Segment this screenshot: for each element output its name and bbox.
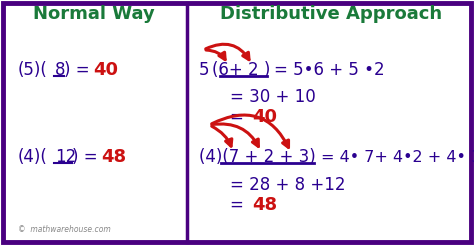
- Text: 40: 40: [93, 61, 118, 79]
- Text: ) =: ) =: [64, 61, 95, 79]
- Text: = 5•6 + 5 •2: = 5•6 + 5 •2: [274, 61, 385, 79]
- Text: 48: 48: [252, 196, 277, 214]
- Text: (6+ 2 ): (6+ 2 ): [212, 61, 271, 79]
- Text: 48: 48: [101, 148, 126, 166]
- Text: 12: 12: [55, 148, 76, 166]
- Text: (5)(: (5)(: [18, 61, 48, 79]
- Text: Normal Way: Normal Way: [33, 5, 155, 23]
- Text: =: =: [230, 196, 249, 214]
- Text: 40: 40: [252, 108, 277, 126]
- Text: = 28 + 8 +12: = 28 + 8 +12: [230, 176, 346, 194]
- Text: =: =: [230, 108, 249, 126]
- Text: (4)(: (4)(: [18, 148, 48, 166]
- Text: 8: 8: [55, 61, 65, 79]
- Text: ) =: ) =: [72, 148, 103, 166]
- Text: = 4• 7+ 4•2 + 4• 3: = 4• 7+ 4•2 + 4• 3: [321, 149, 474, 164]
- Text: Distributive Approach: Distributive Approach: [219, 5, 442, 23]
- Text: 5: 5: [199, 61, 210, 79]
- Text: ©  mathwarehouse.com: © mathwarehouse.com: [18, 224, 111, 233]
- FancyBboxPatch shape: [3, 3, 471, 242]
- Text: = 30 + 10: = 30 + 10: [230, 88, 316, 106]
- Text: (4)(7 + 2 + 3): (4)(7 + 2 + 3): [199, 148, 316, 166]
